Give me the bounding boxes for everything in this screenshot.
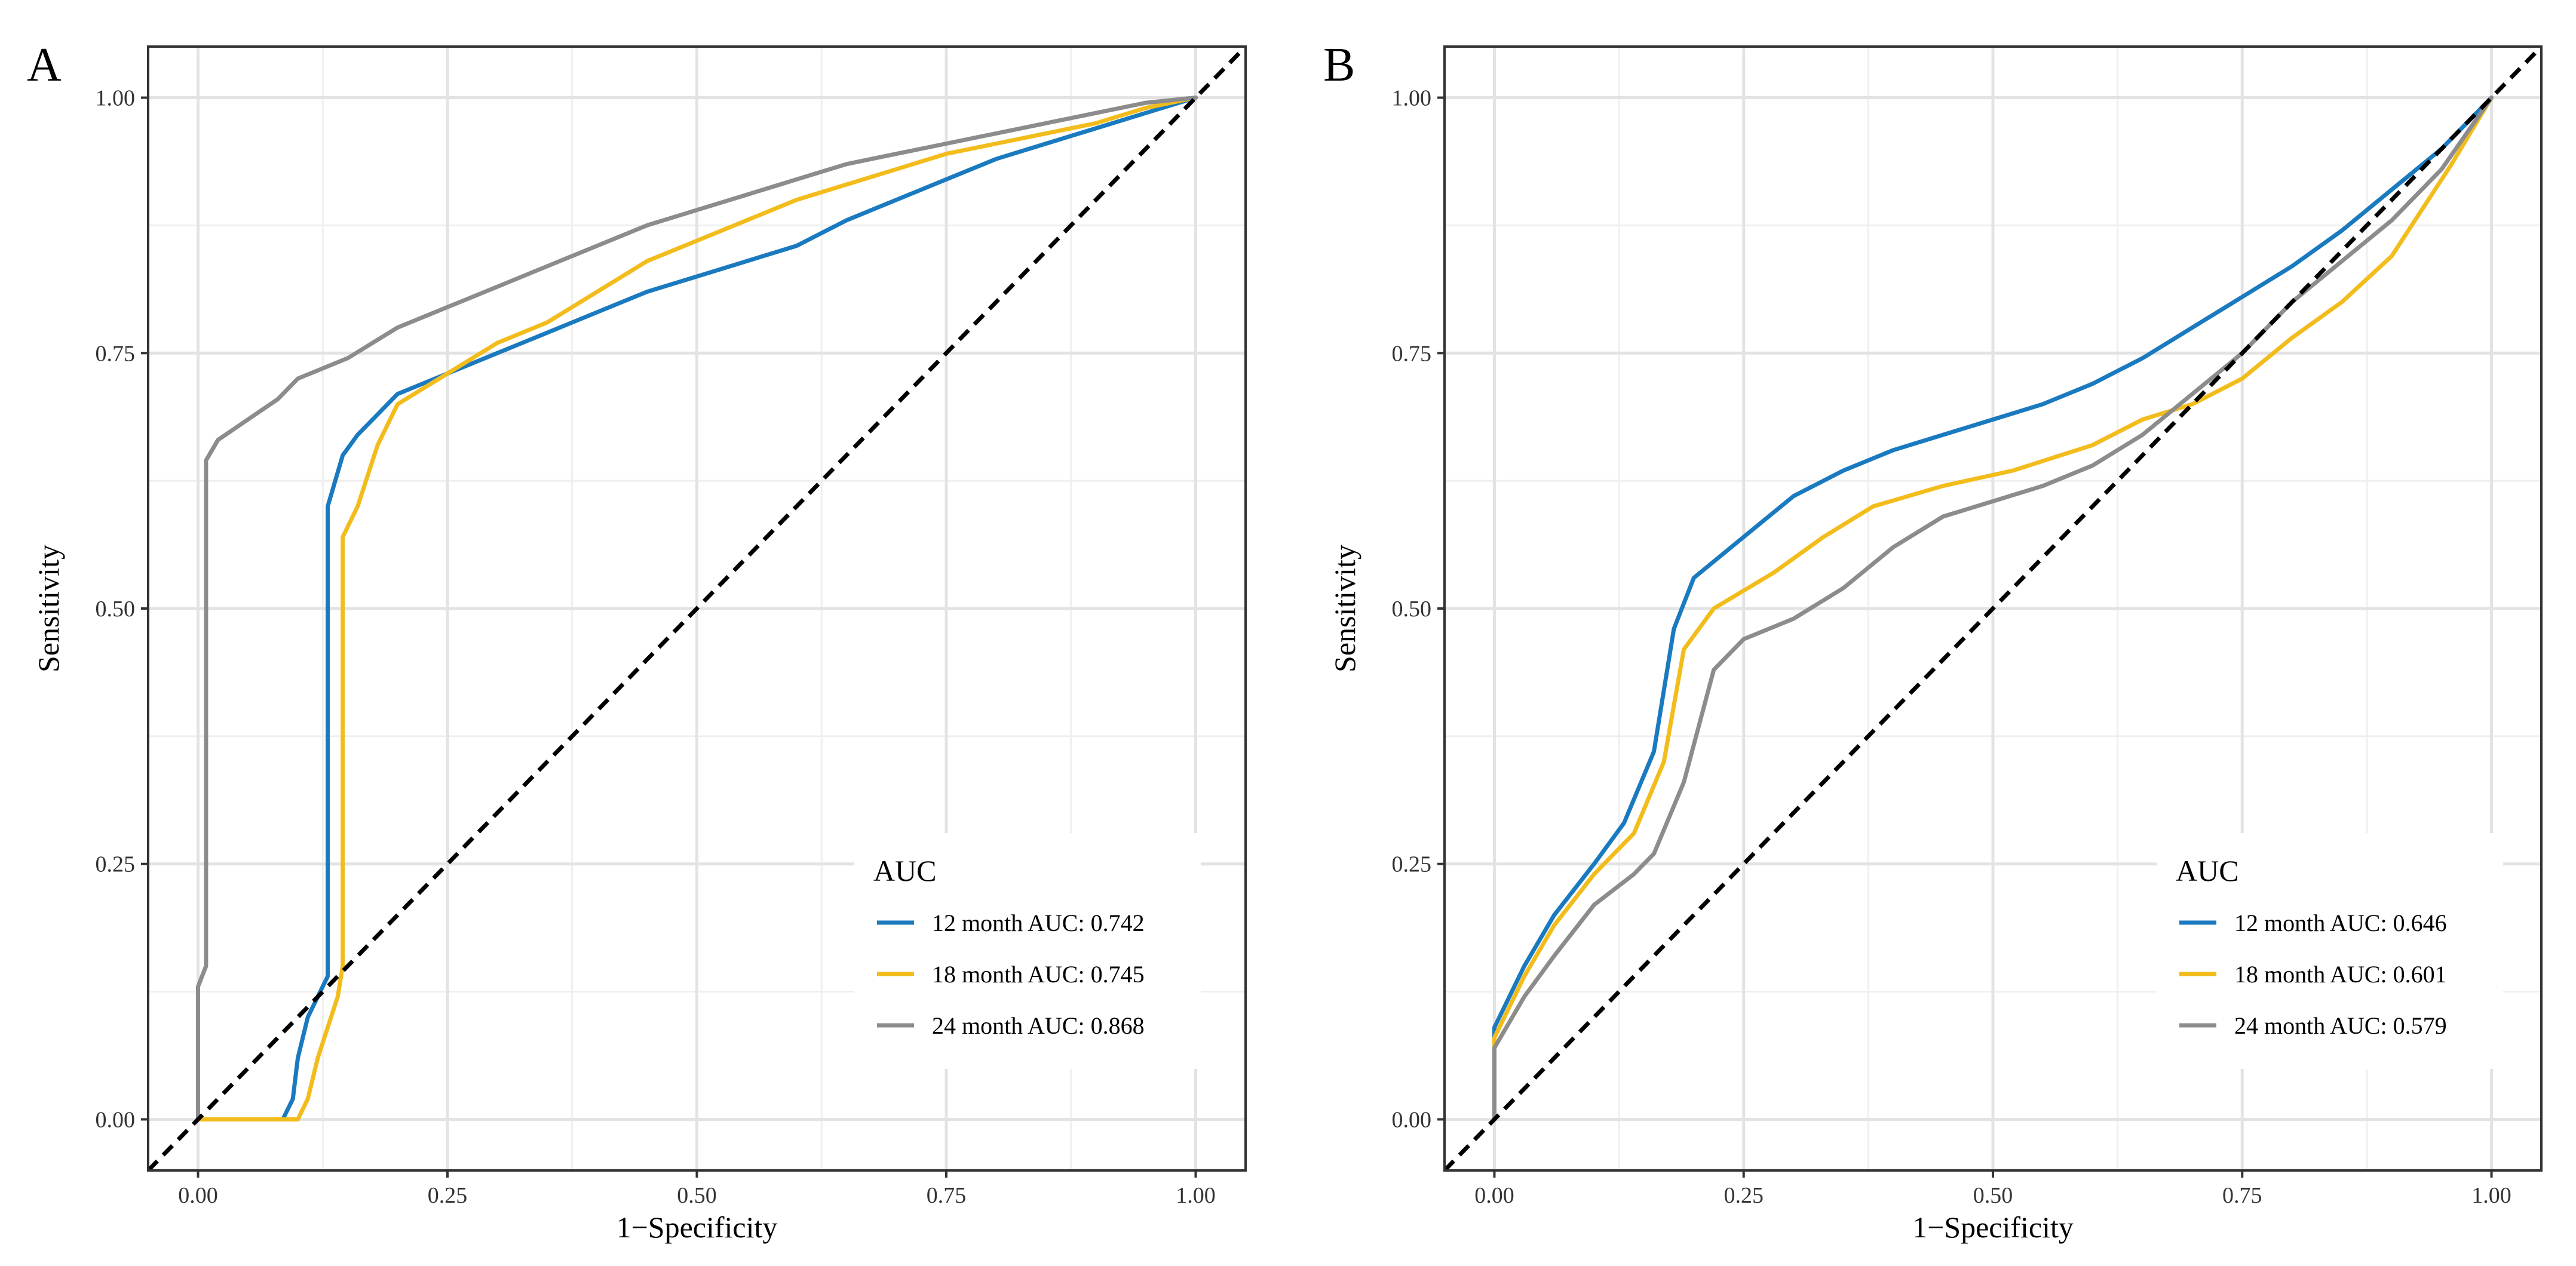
y-tick-label: 0.00 [96, 1107, 136, 1132]
legend-background [2157, 833, 2503, 1069]
roc-line-1 [1492, 96, 2494, 1121]
axis-ticks: 0.00 0.00 0.25 0.25 0.50 0.50 0.75 0.75 1.00 1.00 [96, 86, 1216, 1208]
y-tick-label: 0.25 [96, 852, 136, 877]
x-tick-label: 0.00 [178, 1183, 218, 1208]
x-tick-label: 0.25 [1724, 1183, 1764, 1208]
y-tick-label: 0.00 [1392, 1107, 1432, 1132]
legend: AUC 12 month AUC: 0.742 18 month AUC: 0.74… [854, 833, 1201, 1069]
legend-label-1: 12 month AUC: 0.646 [2234, 909, 2447, 936]
y-tick-label: 1.00 [96, 86, 136, 111]
y-axis-title: Sensitivity [32, 545, 65, 672]
x-tick-label: 1.00 [1176, 1183, 1216, 1208]
panel-a: A 0.00 0.00 0.25 0.25 0.50 0.50 0.75 0.75 1.00 1.0… [27, 39, 1247, 1244]
x-tick-label: 0.75 [2222, 1183, 2262, 1208]
y-tick-label: 1.00 [1392, 86, 1432, 111]
legend-label-3: 24 month AUC: 0.868 [932, 1012, 1145, 1039]
axis-ticks: 0.00 0.00 0.25 0.25 0.50 0.50 0.75 0.75 1.00 1.00 [1392, 86, 2511, 1208]
y-tick-label: 0.50 [96, 597, 136, 622]
y-tick-label: 0.25 [1392, 852, 1432, 877]
y-tick-label: 0.75 [96, 341, 136, 366]
legend-label-3: 24 month AUC: 0.579 [2234, 1012, 2447, 1039]
series-group [1445, 47, 2541, 1170]
series-group [148, 47, 1246, 1170]
x-tick-label: 0.50 [1973, 1183, 2013, 1208]
roc-line-2 [1492, 96, 2494, 1121]
legend-background [854, 833, 1201, 1069]
reference-diagonal [148, 47, 1246, 1170]
y-tick-label: 0.50 [1392, 597, 1432, 622]
x-tick-label: 0.25 [428, 1183, 468, 1208]
x-tick-label: 1.00 [2471, 1183, 2511, 1208]
reference-diagonal [1445, 47, 2541, 1170]
x-tick-label: 0.50 [677, 1183, 717, 1208]
legend-title: AUC [2176, 854, 2239, 887]
y-tick-label: 0.75 [1392, 341, 1432, 366]
roc-line-2 [196, 96, 1198, 1121]
roc-line-1 [196, 96, 1198, 1121]
y-axis-title: Sensitivity [1328, 545, 1361, 672]
x-tick-label: 0.75 [927, 1183, 967, 1208]
legend: AUC 12 month AUC: 0.646 18 month AUC: 0.60… [2157, 833, 2503, 1069]
panels-group: A 0.00 0.00 0.25 0.25 0.50 0.50 0.75 0.75 1.00 1.0… [27, 39, 2543, 1244]
panel-b: B 0.00 0.00 0.25 0.25 0.50 0.50 0.75 0.75 1.00 1.0… [1323, 39, 2543, 1244]
x-tick-label: 0.00 [1474, 1183, 1514, 1208]
legend-label-2: 18 month AUC: 0.601 [2234, 961, 2447, 988]
roc-line-3 [196, 96, 1198, 1121]
legend-label-1: 12 month AUC: 0.742 [932, 909, 1145, 936]
legend-title: AUC [873, 854, 937, 887]
x-axis-title: 1−Specificity [1912, 1210, 2074, 1244]
x-axis-title: 1−Specificity [617, 1210, 778, 1244]
panel-letter: A [27, 39, 62, 91]
panel-letter: B [1323, 39, 1355, 91]
legend-label-2: 18 month AUC: 0.745 [932, 961, 1145, 988]
